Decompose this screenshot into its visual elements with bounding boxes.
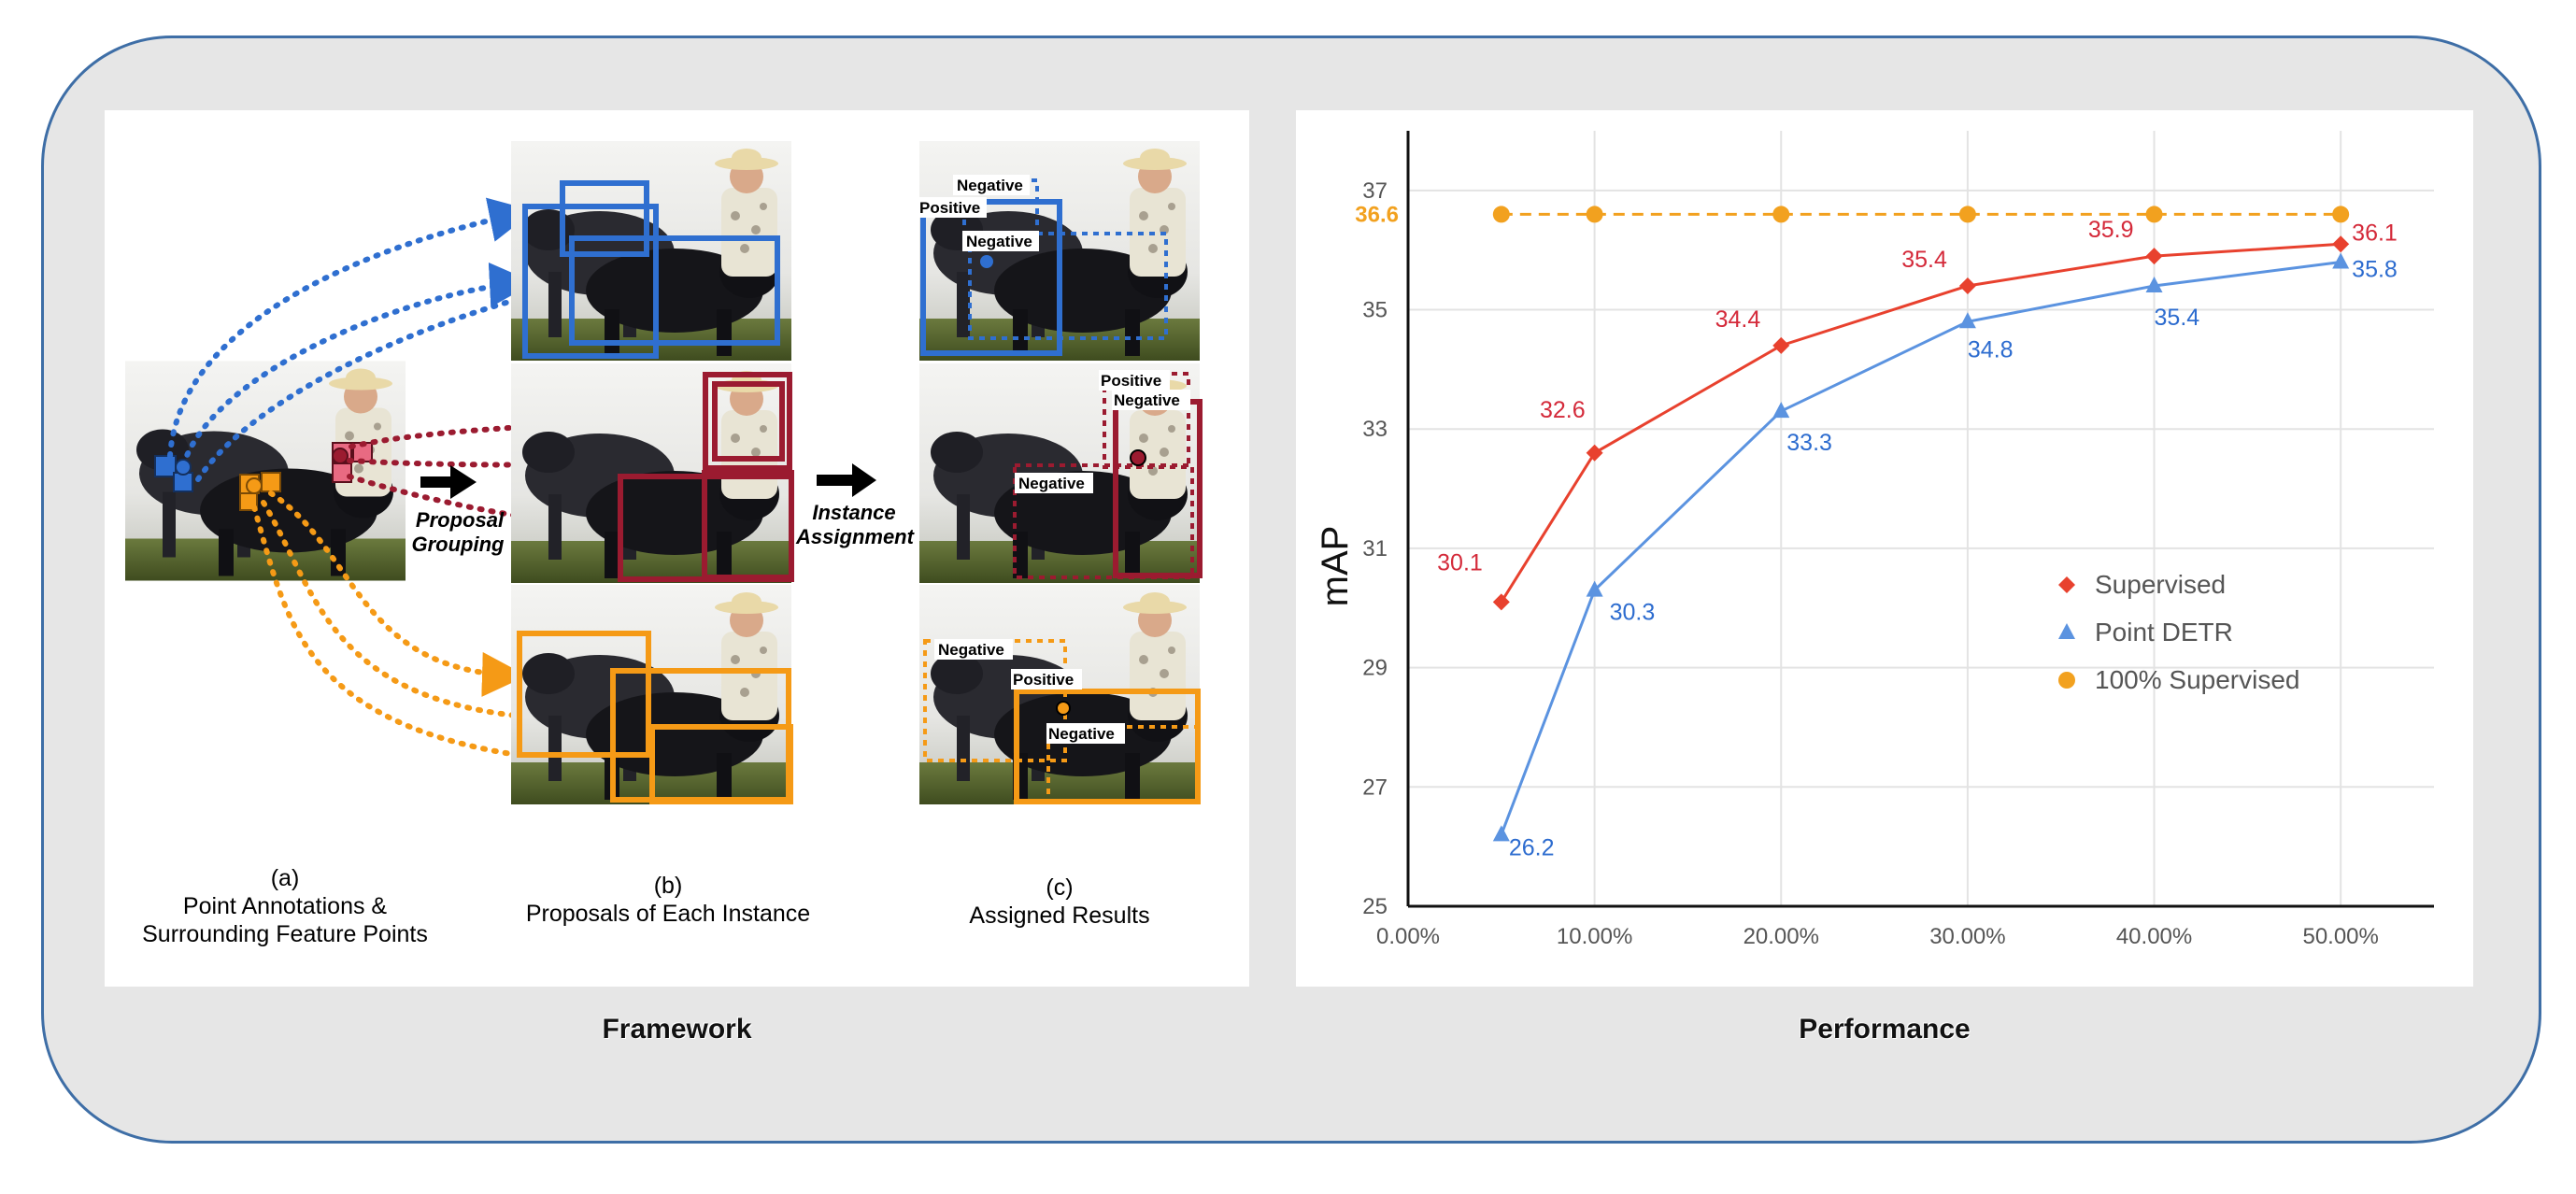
- data-point: [2332, 206, 2350, 223]
- tag-middle-negative-2: Negative: [1018, 475, 1085, 492]
- data-point: [2332, 252, 2350, 269]
- blue-proposals: [522, 180, 780, 359]
- legend-label: 100% Supervised: [2095, 665, 2299, 694]
- tag-bottom-negative-1: Negative: [938, 641, 1004, 659]
- legend-label: Supervised: [2095, 570, 2226, 599]
- data-label: 34.4: [1715, 306, 1761, 333]
- data-label: 33.3: [1786, 430, 1832, 456]
- y-tick-label: 25: [1362, 894, 1388, 919]
- performance-panel: 25 27 29 31 33 35 37 0.00% 10.00% 20.00% 30.00% 40.…: [1296, 110, 2473, 987]
- proposal-photo-blue: [511, 141, 791, 361]
- blue-point-annotation: [154, 455, 193, 492]
- data-point: [1492, 593, 1510, 611]
- series-line: [1500, 242, 2341, 604]
- data-point: [2332, 235, 2350, 253]
- data-label: 32.6: [1540, 397, 1586, 423]
- data-label: 30.3: [1610, 600, 1656, 626]
- data-point: [1958, 312, 1976, 329]
- data-label: 35.4: [1901, 247, 1947, 273]
- series-supervised: 30.1 32.6 34.4 35.4 35.9 36.1: [1437, 217, 2398, 611]
- data-label: 35.8: [2352, 256, 2398, 282]
- series-100-supervised: 36.6: [1355, 202, 2350, 227]
- caption-c-letter: (c): [1046, 874, 1073, 901]
- result-photo-orange: [919, 585, 1200, 804]
- data-label: 34.8: [1968, 336, 2014, 362]
- chart-series: 30.1 32.6 34.4 35.4 35.9 36.1 26.2 30.3 33.3 34.8…: [1355, 202, 2398, 860]
- instance-assignment-arrow: [817, 463, 876, 497]
- data-point: [1492, 206, 1510, 223]
- legend-label: Point DETR: [2095, 618, 2233, 647]
- series-point-detr: 26.2 30.3 33.3 34.8 35.4 35.8: [1492, 252, 2398, 860]
- x-tick-label: 20.00%: [1743, 924, 1819, 949]
- caption-a-line1: Point Annotations &: [183, 893, 388, 919]
- instance-assignment-label-2: Assignment: [795, 525, 916, 548]
- tag-top-positive: Positive: [919, 199, 980, 217]
- data-point: [1492, 825, 1510, 842]
- red-point-annotation: [332, 442, 373, 483]
- tag-top-negative-2: Negative: [966, 233, 1032, 250]
- caption-b-line1: Proposals of Each Instance: [526, 901, 810, 927]
- assignment-tags: Negative Positive Negative Positive Nega…: [918, 175, 1190, 744]
- data-label: 26.2: [1509, 834, 1555, 860]
- tag-middle-negative-1: Negative: [1114, 391, 1180, 409]
- orange-point-annotation: [239, 472, 281, 511]
- legend-marker: [2058, 623, 2075, 639]
- x-tick-label: 50.00%: [2302, 924, 2378, 949]
- data-point: [1586, 580, 1603, 597]
- data-point: [2145, 206, 2163, 223]
- map-line-chart: 25 27 29 31 33 35 37 0.00% 10.00% 20.00% 30.00% 40.…: [1315, 131, 2434, 949]
- instance-assignment-label-1: Instance: [812, 501, 895, 524]
- data-point: [1586, 206, 1603, 223]
- data-label: 35.9: [2088, 217, 2134, 243]
- legend-marker: [2058, 576, 2075, 593]
- data-point: [2145, 248, 2163, 265]
- data-point: [1958, 277, 1976, 294]
- framework-diagram: Negative Positive Negative Positive Nega…: [125, 141, 1203, 947]
- y-tick-label: 29: [1362, 656, 1388, 681]
- caption-a-letter: (a): [271, 865, 300, 891]
- y-tick-label: 27: [1362, 775, 1388, 800]
- x-tick-label: 30.00%: [1929, 924, 2005, 949]
- y-tick-label: 37: [1362, 178, 1388, 204]
- red-proposals: [618, 372, 794, 582]
- data-point: [1586, 444, 1603, 462]
- data-point: [1958, 206, 1976, 223]
- tag-middle-positive: Positive: [1101, 372, 1161, 390]
- x-tick-label: 0.00%: [1376, 924, 1440, 949]
- performance-section-label: Performance: [1799, 1014, 1971, 1045]
- data-point: [1772, 336, 1790, 354]
- x-tick-label: 10.00%: [1557, 924, 1632, 949]
- chart-ticks: 25 27 29 31 33 35 37 0.00% 10.00% 20.00% 30.00% 40.…: [1362, 178, 2379, 949]
- data-point: [1772, 206, 1790, 223]
- proposal-grouping-label-1: Proposal: [416, 508, 505, 532]
- series-line: [1500, 260, 2341, 835]
- framework-panel: Negative Positive Negative Positive Nega…: [105, 110, 1249, 987]
- orange-proposals: [517, 631, 793, 804]
- data-label: 36.1: [2352, 220, 2398, 246]
- tag-bottom-positive: Positive: [1013, 671, 1074, 689]
- data-label: 35.4: [2155, 305, 2200, 331]
- proposal-grouping-arrow: [420, 465, 477, 499]
- data-label: 30.1: [1437, 549, 1483, 576]
- data-point: [2145, 277, 2163, 292]
- tag-bottom-negative-2: Negative: [1048, 725, 1115, 743]
- y-tick-label: 35: [1362, 298, 1388, 323]
- legend-marker: [2058, 672, 2075, 689]
- data-label: 36.6: [1355, 202, 1399, 227]
- y-tick-label: 31: [1362, 536, 1388, 561]
- framework-section-label: Framework: [602, 1014, 752, 1045]
- tag-top-negative-1: Negative: [957, 177, 1023, 194]
- data-point: [1772, 402, 1790, 419]
- caption-b-letter: (b): [654, 873, 683, 899]
- chart-legend: Supervised Point DETR 100% Supervised: [2058, 570, 2299, 694]
- y-tick-label: 33: [1362, 417, 1388, 442]
- x-tick-label: 40.00%: [2116, 924, 2192, 949]
- caption-c-line1: Assigned Results: [969, 903, 1149, 929]
- chart-axes: [1406, 131, 2434, 908]
- y-axis-label: mAP: [1315, 526, 1356, 607]
- proposal-grouping-label-2: Grouping: [412, 533, 505, 556]
- caption-a-line2: Surrounding Feature Points: [142, 921, 428, 947]
